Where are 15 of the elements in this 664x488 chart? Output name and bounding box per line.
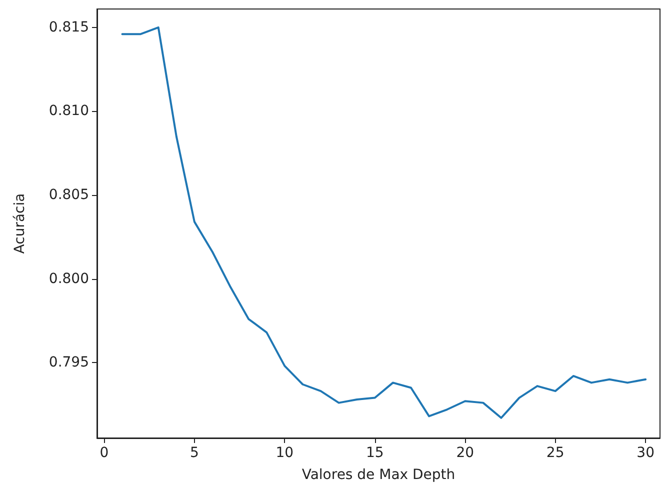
y-axis-title: Acurácia xyxy=(12,193,28,254)
y-tick-label: 0.800 xyxy=(48,270,89,287)
line-series xyxy=(121,26,647,419)
x-tick-label: 0 xyxy=(100,445,109,461)
y-tick-label: 0.795 xyxy=(48,354,89,371)
x-tick-label: 10 xyxy=(276,445,294,461)
y-tick-label: 0.810 xyxy=(48,103,89,120)
x-axis-title: Valores de Max Depth xyxy=(302,467,456,483)
x-tick-label: 5 xyxy=(190,445,199,461)
x-tick-label: 25 xyxy=(546,445,564,461)
x-tick-label: 30 xyxy=(636,445,654,461)
y-tick-label: 0.805 xyxy=(48,187,89,204)
x-tick-label: 15 xyxy=(366,445,384,461)
x-tick-label: 20 xyxy=(456,445,474,461)
y-tick-label: 0.815 xyxy=(48,19,89,36)
